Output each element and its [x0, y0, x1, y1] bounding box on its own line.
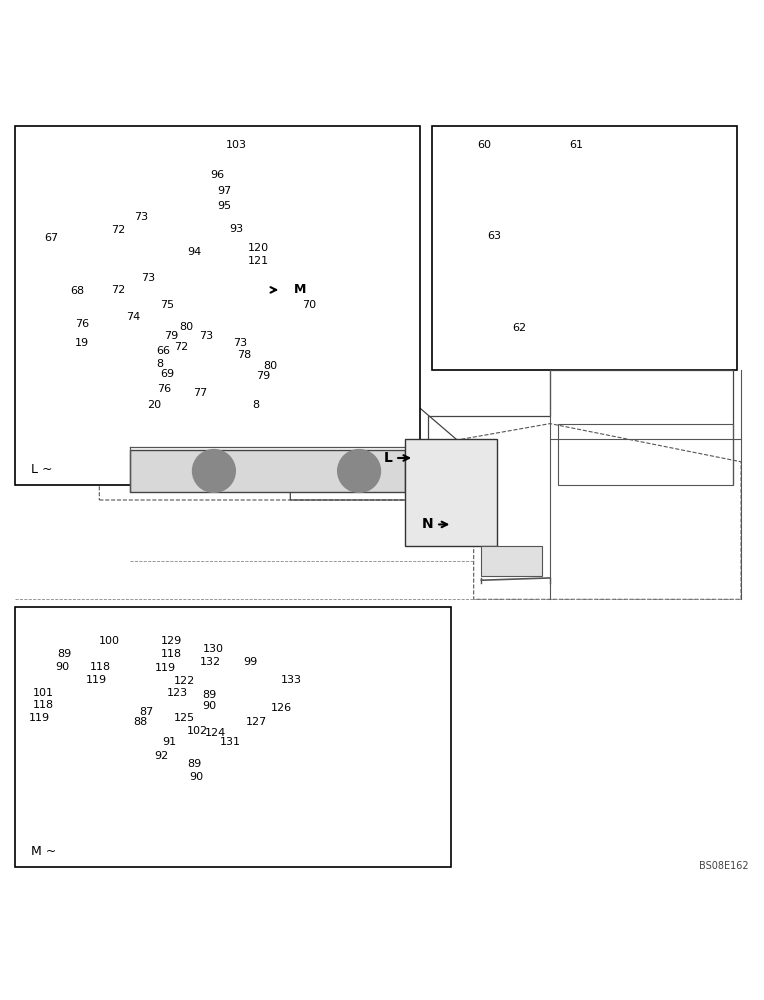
Text: 78: 78	[237, 350, 251, 360]
Text: 67: 67	[44, 233, 58, 243]
Text: 75: 75	[160, 300, 174, 310]
Text: 93: 93	[229, 224, 243, 234]
Text: 121: 121	[248, 256, 270, 266]
Text: 76: 76	[75, 319, 89, 329]
Text: 101: 101	[33, 688, 53, 698]
Bar	[130, 450, 405, 492]
Text: 94: 94	[187, 247, 202, 257]
Text: 66: 66	[157, 346, 170, 356]
Text: 73: 73	[134, 212, 147, 222]
Text: BS08E162: BS08E162	[699, 861, 749, 871]
Text: 91: 91	[163, 737, 176, 747]
Text: 72: 72	[111, 225, 125, 235]
Text: M: M	[294, 283, 306, 296]
Text: 103: 103	[225, 140, 246, 150]
Text: 88: 88	[134, 717, 148, 727]
Bar	[405, 439, 497, 546]
Text: 90: 90	[202, 701, 216, 711]
Text: 79: 79	[256, 371, 270, 381]
Text: 79: 79	[164, 331, 179, 341]
Text: 62: 62	[512, 323, 526, 333]
Text: L: L	[384, 451, 409, 465]
Text: 118: 118	[90, 662, 112, 672]
Text: 119: 119	[86, 675, 107, 685]
Text: 70: 70	[302, 300, 316, 310]
Text: 120: 120	[248, 243, 270, 253]
Text: 68: 68	[70, 286, 84, 296]
Circle shape	[193, 450, 235, 492]
Bar	[15, 126, 420, 485]
Text: 61: 61	[569, 140, 583, 150]
Text: 60: 60	[478, 140, 491, 150]
Text: 89: 89	[57, 649, 72, 659]
Text: 92: 92	[154, 751, 169, 761]
Text: 80: 80	[264, 361, 277, 371]
Text: 102: 102	[187, 726, 209, 736]
Text: 118: 118	[33, 700, 54, 710]
Text: 69: 69	[160, 369, 174, 379]
Text: 133: 133	[281, 675, 302, 685]
Text: 90: 90	[189, 772, 203, 782]
Text: 99: 99	[243, 657, 257, 667]
Text: 129: 129	[160, 636, 182, 646]
Text: 89: 89	[202, 690, 217, 700]
Text: 8: 8	[157, 359, 163, 369]
Text: 77: 77	[193, 388, 208, 398]
Text: 73: 73	[199, 331, 212, 341]
Text: 74: 74	[126, 312, 141, 322]
Text: 124: 124	[205, 728, 226, 738]
Text: 118: 118	[160, 649, 182, 659]
Circle shape	[338, 450, 380, 492]
Text: M ~: M ~	[31, 845, 56, 858]
Text: 72: 72	[111, 285, 125, 295]
Text: 80: 80	[180, 322, 193, 332]
Text: 119: 119	[155, 663, 176, 673]
Text: 89: 89	[187, 759, 202, 769]
Text: 96: 96	[210, 170, 224, 180]
Bar	[481, 546, 542, 576]
Text: 73: 73	[233, 338, 247, 348]
Text: 63: 63	[487, 231, 501, 241]
Text: 8: 8	[252, 399, 259, 410]
Text: N: N	[422, 517, 447, 531]
Text: 131: 131	[220, 737, 241, 747]
Text: 125: 125	[174, 713, 196, 723]
Bar	[432, 126, 737, 370]
Text: 130: 130	[202, 644, 223, 654]
Text: 126: 126	[271, 703, 293, 713]
Text: 100: 100	[99, 636, 120, 646]
Text: L ~: L ~	[31, 463, 52, 476]
Text: 122: 122	[174, 676, 196, 686]
Text: 127: 127	[246, 717, 267, 727]
Text: 90: 90	[55, 662, 69, 672]
Text: 132: 132	[200, 657, 222, 667]
Text: 95: 95	[218, 201, 231, 211]
Bar	[15, 607, 451, 867]
Text: 119: 119	[29, 713, 50, 723]
Text: 19: 19	[75, 338, 89, 348]
Text: 73: 73	[141, 273, 155, 283]
Text: 72: 72	[174, 342, 189, 352]
Text: 20: 20	[147, 399, 160, 410]
Text: 97: 97	[218, 186, 232, 196]
Text: 76: 76	[157, 384, 170, 394]
Text: 123: 123	[167, 688, 188, 698]
Text: 87: 87	[139, 707, 154, 717]
